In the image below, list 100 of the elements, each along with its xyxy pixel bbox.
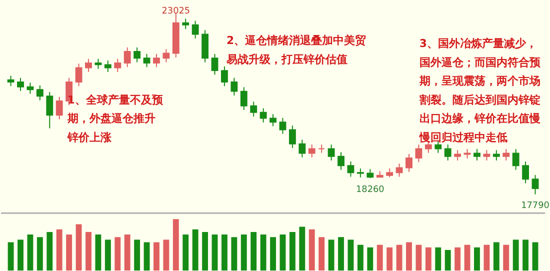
annotation: 3、国外冶炼产量减少，国外逼仓；而国内符合预期，呈现震荡，两个市场割裂。随后达到国内锌锭出口边缘，锌价在比值慢慢回归过程中走低 (418, 36, 542, 144)
bar (182, 234, 189, 271)
bar (124, 234, 130, 271)
bar (172, 219, 179, 271)
candlestick (114, 58, 122, 72)
candlestick (260, 108, 267, 123)
candlestick (474, 148, 480, 161)
bar (66, 234, 72, 271)
candlestick (221, 66, 228, 87)
bar (348, 240, 354, 271)
bar (18, 240, 24, 271)
candlestick (46, 92, 54, 129)
bar (289, 232, 296, 271)
candlestick (454, 150, 462, 161)
bar (493, 242, 500, 271)
bar (240, 234, 247, 271)
bar (8, 242, 14, 271)
bar (86, 232, 92, 271)
annotation: 2、逼仓情绪消退叠加中美贸易战升级，打压锌价估值 (226, 34, 366, 66)
candlestick (270, 114, 276, 127)
bar (406, 242, 412, 271)
candlestick (492, 150, 500, 161)
bar (163, 240, 170, 271)
bar (386, 247, 393, 271)
bar (416, 244, 422, 271)
candlestick (192, 20, 199, 39)
bar (134, 240, 140, 271)
candlestick (308, 144, 316, 158)
candlestick (444, 144, 452, 161)
bar (464, 244, 470, 271)
bar (425, 247, 432, 271)
bar (532, 242, 538, 271)
bar (280, 234, 286, 271)
annotation: 17790 (521, 201, 550, 212)
candlestick (415, 144, 422, 163)
bar (503, 244, 510, 271)
bar (46, 232, 53, 271)
bar (76, 224, 82, 271)
annotation: 23025 (162, 6, 190, 16)
candlestick (250, 101, 258, 118)
bar (250, 232, 257, 271)
bar (444, 250, 451, 271)
candlestick (182, 18, 190, 30)
bar (299, 226, 306, 271)
candlestick (338, 152, 344, 170)
bar (308, 229, 315, 271)
candlestick (17, 77, 24, 92)
candlestick (522, 161, 529, 184)
candlestick (134, 46, 141, 63)
annotation: 18260 (356, 184, 385, 195)
candlestick (36, 84, 44, 101)
bar (338, 237, 344, 271)
bar (144, 242, 150, 271)
candlestick (240, 86, 248, 110)
candlestick (328, 144, 335, 161)
bar (328, 240, 334, 271)
bar (221, 234, 228, 271)
candlestick (532, 174, 539, 195)
bar (484, 244, 490, 271)
candlestick (26, 82, 34, 94)
candlestick (143, 53, 150, 68)
bar (231, 237, 238, 271)
candlestick (75, 63, 82, 87)
bar (454, 247, 461, 271)
bar (318, 237, 325, 271)
bar (56, 229, 62, 271)
bar (270, 237, 276, 271)
bar (260, 234, 266, 271)
candlestick (56, 96, 63, 120)
bar (435, 247, 442, 271)
bar (27, 234, 34, 271)
candlestick (347, 161, 354, 178)
candlestick (406, 153, 412, 172)
bar (154, 242, 160, 271)
candlestick (104, 60, 112, 72)
bar (474, 247, 480, 271)
candlestick (230, 77, 238, 96)
bar (376, 244, 383, 271)
candlestick (85, 58, 92, 72)
candlestick (211, 53, 218, 76)
bar (367, 247, 374, 271)
bar (512, 240, 519, 271)
candlestick (483, 150, 490, 161)
candlestick (7, 75, 14, 87)
candlestick (298, 139, 306, 158)
bar (522, 240, 529, 271)
candlestick (464, 148, 471, 159)
bar (114, 237, 121, 271)
candlestick (162, 48, 170, 63)
candlestick (94, 58, 102, 70)
bar (95, 234, 102, 271)
candlestick (124, 46, 131, 68)
bar (357, 244, 364, 271)
bar (192, 229, 198, 271)
candlestick (318, 144, 326, 154)
bar (202, 232, 208, 271)
candlestick (512, 148, 520, 170)
bar (212, 234, 218, 271)
bar (36, 237, 43, 271)
candlestick (502, 148, 510, 161)
